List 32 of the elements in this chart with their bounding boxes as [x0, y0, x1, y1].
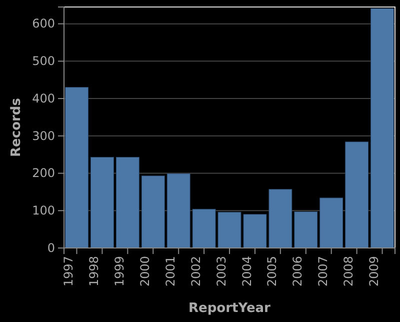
bar — [345, 142, 369, 248]
y-tick-label: 200 — [32, 166, 55, 180]
bar — [141, 176, 165, 248]
x-tick-label: 2004 — [240, 256, 254, 287]
x-tick-label: 2008 — [342, 256, 356, 287]
x-tick-label: 1998 — [86, 256, 101, 287]
x-tick-label: 1997 — [62, 256, 76, 287]
y-tick-label: 500 — [32, 54, 55, 68]
bar — [116, 156, 140, 248]
bar — [370, 8, 394, 248]
x-tick-label: 2007 — [316, 256, 330, 287]
bar — [166, 173, 190, 248]
bar — [294, 212, 318, 248]
x-tick-label: 2002 — [188, 256, 203, 287]
x-axis-title: ReportYear — [188, 301, 272, 316]
x-tick-label: 2003 — [214, 256, 228, 287]
bar — [90, 156, 114, 248]
x-tick-label: 2000 — [138, 256, 152, 287]
x-tick-label: 2009 — [367, 256, 382, 287]
y-axis-title: Records — [9, 98, 24, 157]
x-tick-label: 2006 — [290, 256, 305, 287]
x-tick-label: 1999 — [112, 256, 126, 287]
bar — [65, 87, 88, 248]
x-tick-label: 2005 — [265, 256, 280, 287]
y-tick-label: 100 — [32, 203, 55, 218]
bar — [320, 198, 344, 248]
x-tick-label: 2001 — [163, 256, 178, 287]
bar — [268, 189, 292, 248]
y-tick-label: 0 — [47, 240, 55, 255]
y-tick-label: 600 — [32, 16, 55, 31]
y-tick-label: 300 — [32, 128, 55, 143]
y-tick-label: 400 — [32, 91, 55, 106]
